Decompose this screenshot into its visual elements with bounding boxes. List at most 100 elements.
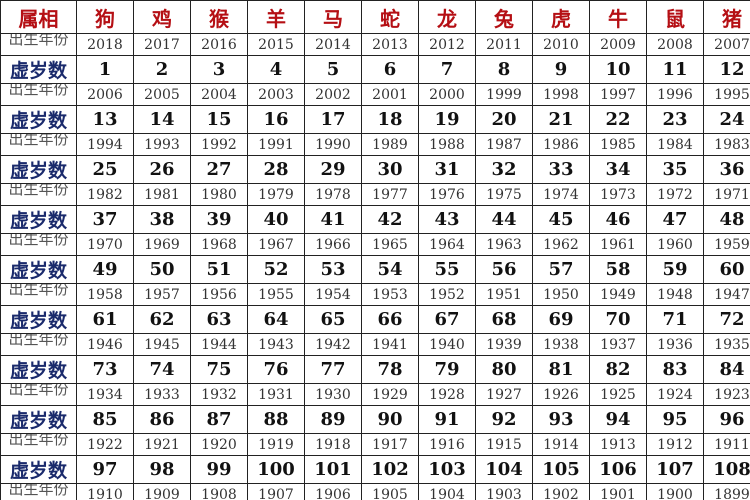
year-cell: 1940 [418,333,476,356]
age-cell: 74 [133,355,191,384]
year-cell: 1920 [190,433,248,456]
age-cell: 10 [589,55,647,84]
year-cell: 2008 [646,33,704,56]
row-label: 出生年份 [0,333,77,356]
year-cell: 1923 [703,383,750,406]
year-cell: 1926 [532,383,590,406]
year-cell: 1942 [304,333,362,356]
age-cell: 78 [361,355,419,384]
age-cell: 85 [76,405,134,434]
age-cell: 2 [133,55,191,84]
year-cell: 1921 [133,433,191,456]
year-row: 出生年份 1934 1933 1932 1931 1930 1929 1928 1927 1926… [0,383,750,406]
year-row: 出生年份 1994 1993 1992 1991 1990 1989 1988 1987 1986… [0,133,750,156]
age-cell: 94 [589,405,647,434]
age-cell: 49 [76,255,134,284]
year-cell: 1914 [532,433,590,456]
year-cell: 1944 [190,333,248,356]
header-cell: 兔 [475,0,533,34]
year-row: 出生年份 1982 1981 1980 1979 1978 1977 1976 1975 1974… [0,183,750,206]
age-cell: 55 [418,255,476,284]
row-label: 出生年份 [0,33,77,56]
age-cell: 37 [76,205,134,234]
age-cell: 101 [304,455,362,484]
header-cell: 龙 [418,0,476,34]
year-cell: 2017 [133,33,191,56]
year-cell: 1953 [361,283,419,306]
year-row: 出生年份 1922 1921 1920 1919 1918 1917 1916 1915 1914… [0,433,750,456]
year-cell: 1967 [247,233,305,256]
age-cell: 82 [589,355,647,384]
age-cell: 84 [703,355,750,384]
age-cell: 54 [361,255,419,284]
year-cell: 1995 [703,83,750,106]
age-cell: 35 [646,155,704,184]
age-cell: 57 [532,255,590,284]
age-cell: 8 [475,55,533,84]
age-cell: 39 [190,205,248,234]
age-cell: 89 [304,405,362,434]
year-cell: 1904 [418,483,476,500]
age-row: 虚岁数 73 74 75 76 77 78 79 80 81 82 83 84 [0,355,750,384]
row-label: 出生年份 [0,383,77,406]
year-cell: 1919 [247,433,305,456]
year-cell: 1931 [247,383,305,406]
age-cell: 67 [418,305,476,334]
age-cell: 18 [361,105,419,134]
year-cell: 1903 [475,483,533,500]
header-cell: 虎 [532,0,590,34]
age-cell: 100 [247,455,305,484]
year-cell: 1925 [589,383,647,406]
age-row: 虚岁数 97 98 99 100 101 102 103 104 105 106 107 108 [0,455,750,484]
year-cell: 1956 [190,283,248,306]
year-cell: 2018 [76,33,134,56]
year-cell: 1911 [703,433,750,456]
age-cell: 13 [76,105,134,134]
age-row: 虚岁数 1 2 3 4 5 6 7 8 9 10 11 12 [0,55,750,84]
year-cell: 1938 [532,333,590,356]
year-cell: 1969 [133,233,191,256]
year-cell: 1963 [475,233,533,256]
age-cell: 46 [589,205,647,234]
header-cell: 狗 [76,0,134,34]
year-cell: 1950 [532,283,590,306]
age-cell: 61 [76,305,134,334]
year-cell: 1937 [589,333,647,356]
year-cell: 1994 [76,133,134,156]
year-cell: 1988 [418,133,476,156]
year-cell: 1980 [190,183,248,206]
year-cell: 1987 [475,133,533,156]
year-cell: 2016 [190,33,248,56]
age-cell: 75 [190,355,248,384]
year-cell: 1907 [247,483,305,500]
header-cell: 蛇 [361,0,419,34]
year-cell: 1933 [133,383,191,406]
header-cell: 猴 [190,0,248,34]
age-cell: 88 [247,405,305,434]
age-cell: 19 [418,105,476,134]
year-cell: 1949 [589,283,647,306]
age-cell: 4 [247,55,305,84]
year-cell: 2006 [76,83,134,106]
year-cell: 1955 [247,283,305,306]
year-cell: 1900 [646,483,704,500]
year-cell: 1935 [703,333,750,356]
age-cell: 70 [589,305,647,334]
year-cell: 1948 [646,283,704,306]
year-cell: 1929 [361,383,419,406]
age-cell: 105 [532,455,590,484]
year-cell: 2010 [532,33,590,56]
age-cell: 1 [76,55,134,84]
year-cell: 1959 [703,233,750,256]
year-cell: 1912 [646,433,704,456]
year-cell: 2011 [475,33,533,56]
year-cell: 1927 [475,383,533,406]
year-cell: 1928 [418,383,476,406]
year-row: 出生年份 1958 1957 1956 1955 1954 1953 1952 1951 1950… [0,283,750,306]
year-cell: 1982 [76,183,134,206]
row-label: 出生年份 [0,133,77,156]
age-cell: 103 [418,455,476,484]
age-cell: 26 [133,155,191,184]
year-cell: 1932 [190,383,248,406]
